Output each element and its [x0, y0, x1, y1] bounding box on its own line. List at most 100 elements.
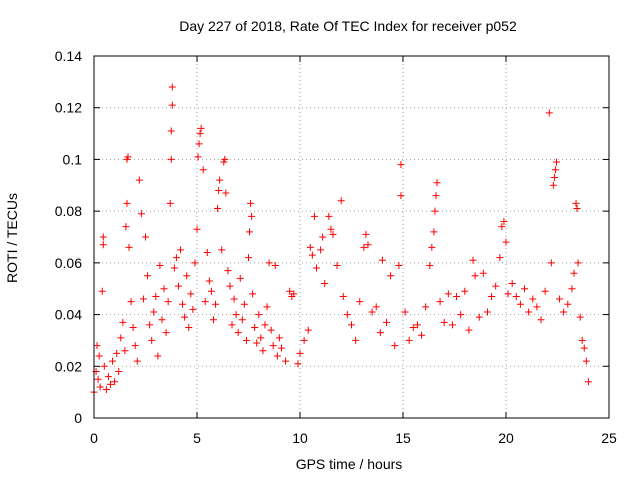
data-point	[104, 373, 112, 381]
data-point	[294, 360, 302, 368]
data-point	[333, 261, 341, 269]
data-point	[212, 300, 220, 308]
data-point	[317, 246, 325, 254]
chart-title: Day 227 of 2018, Rate Of TEC Index for r…	[179, 18, 517, 34]
data-point	[573, 205, 581, 213]
data-point	[296, 349, 304, 357]
data-point	[310, 212, 318, 220]
data-point	[137, 210, 145, 218]
data-point	[362, 230, 370, 238]
data-point	[433, 179, 441, 187]
data-point	[222, 189, 230, 197]
data-point	[100, 362, 108, 370]
data-point	[259, 347, 267, 355]
data-point	[290, 290, 298, 298]
data-point	[564, 300, 572, 308]
data-point	[469, 256, 477, 264]
data-point	[277, 344, 285, 352]
data-point	[228, 321, 236, 329]
data-point	[461, 287, 469, 295]
data-point	[230, 295, 238, 303]
data-point	[162, 329, 170, 337]
data-point	[183, 272, 191, 280]
data-point	[177, 246, 185, 254]
data-point	[245, 254, 252, 262]
data-point	[164, 298, 172, 306]
data-point	[383, 318, 391, 326]
data-point	[572, 199, 580, 207]
data-point	[282, 357, 290, 365]
data-point	[275, 334, 283, 342]
data-point	[98, 287, 106, 295]
data-point	[397, 192, 405, 200]
data-point	[106, 380, 114, 388]
data-point	[216, 176, 224, 184]
data-point	[496, 254, 504, 262]
data-point	[214, 205, 222, 213]
data-point	[269, 342, 277, 350]
y-axis-label: ROTI / TECUs	[4, 193, 20, 283]
data-point	[492, 282, 500, 290]
data-point	[533, 303, 541, 311]
data-point	[179, 300, 187, 308]
y-tick-label: 0.04	[55, 307, 82, 323]
data-point	[224, 267, 232, 275]
data-point	[286, 287, 294, 295]
data-point	[99, 241, 107, 249]
data-point	[329, 230, 337, 238]
data-point	[512, 292, 520, 300]
data-point	[191, 259, 199, 267]
tick-labels: 0 5 10 15 20 25 0 0.02 0.04 0.06 0.08 0.1 0.12 0.14	[55, 48, 617, 446]
data-point	[234, 329, 242, 337]
data-point	[312, 264, 320, 272]
y-tick-label: 0.06	[55, 255, 82, 271]
data-point	[251, 324, 259, 331]
data-point	[525, 308, 533, 316]
data-point	[102, 386, 110, 394]
data-point	[131, 342, 139, 350]
data-point	[197, 124, 205, 132]
data-point	[537, 316, 545, 324]
x-tick-label: 10	[292, 430, 308, 446]
data-point	[170, 264, 178, 272]
x-tick-label: 20	[498, 430, 514, 446]
data-point	[483, 308, 491, 316]
data-point	[300, 336, 308, 344]
data-point	[551, 166, 559, 174]
data-point	[306, 243, 314, 251]
data-point	[221, 155, 229, 163]
data-point	[160, 285, 168, 293]
data-point	[325, 212, 333, 220]
data-point	[500, 217, 508, 225]
data-point	[541, 287, 549, 295]
data-point	[189, 305, 197, 313]
data-point	[109, 357, 117, 365]
data-point	[556, 295, 564, 303]
data-point	[124, 153, 132, 161]
data-point	[226, 282, 234, 290]
data-point	[348, 321, 355, 329]
data-point	[430, 228, 438, 236]
data-point	[232, 311, 240, 319]
data-point	[426, 261, 434, 269]
data-point	[113, 349, 121, 357]
data-point	[205, 277, 213, 285]
data-point	[376, 329, 384, 337]
data-point	[148, 336, 156, 344]
data-point	[584, 378, 592, 386]
data-point	[247, 199, 255, 207]
data-point	[127, 298, 135, 306]
data-point	[343, 311, 351, 319]
data-point	[167, 155, 175, 163]
data-point	[195, 140, 203, 148]
data-point	[218, 246, 226, 254]
data-point	[352, 336, 360, 344]
data-point	[360, 243, 368, 251]
data-point	[391, 342, 399, 350]
data-point	[142, 233, 149, 241]
data-point	[156, 261, 164, 269]
data-point	[152, 292, 160, 300]
data-point	[578, 336, 586, 344]
data-point	[129, 324, 137, 331]
data-point	[465, 326, 473, 334]
